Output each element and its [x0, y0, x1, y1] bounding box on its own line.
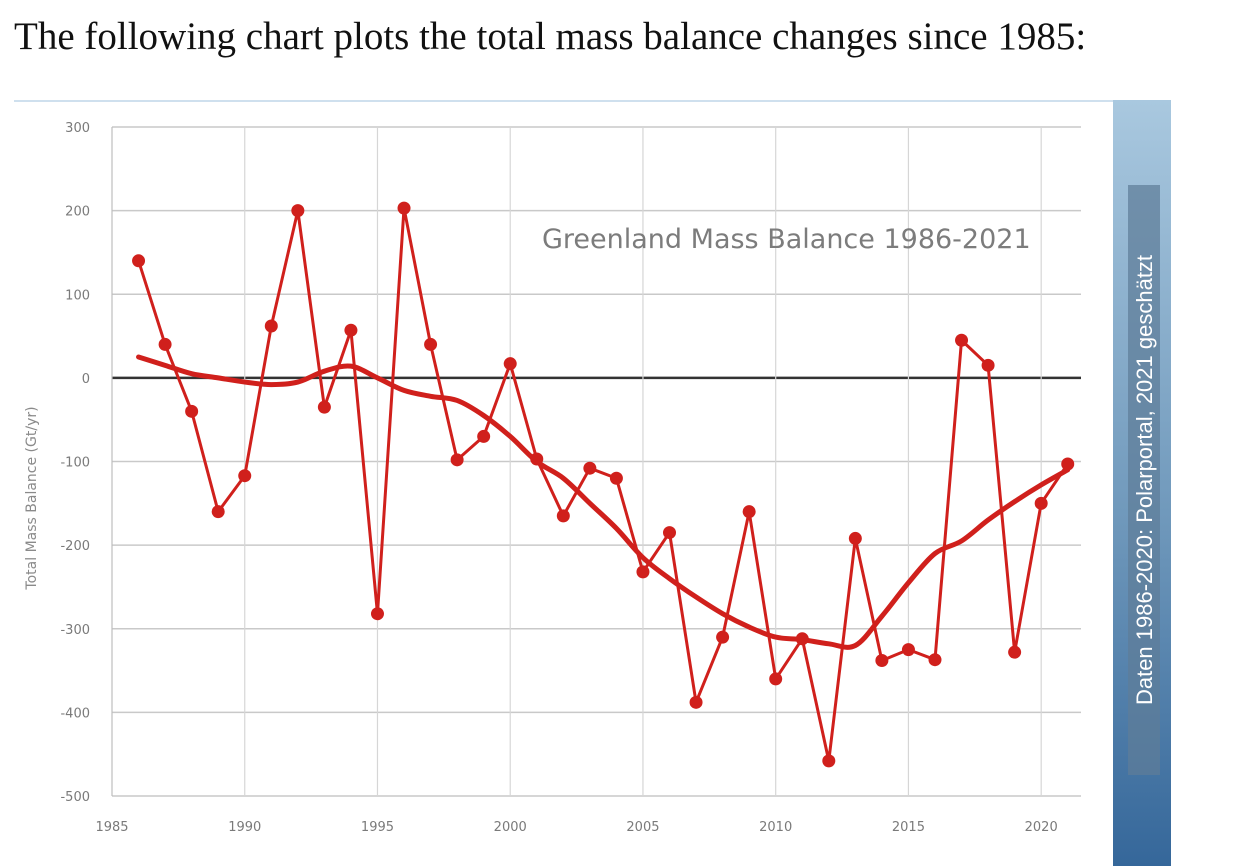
y-axis-label: Total Mass Balance (Gt/yr)	[24, 406, 40, 590]
data-point	[477, 429, 491, 443]
data-point	[450, 453, 464, 467]
axis-layer: 300 200 100 0 -100 -200 -300 -400 -500 1985 1990 19…	[60, 121, 1057, 835]
source-note: Daten 1986-2020: Polarportal, 2021 gesch…	[1132, 255, 1157, 705]
data-point	[901, 643, 915, 657]
y-tick-label: -100	[60, 456, 90, 471]
y-tick-label: -400	[60, 706, 90, 721]
data-point	[424, 337, 438, 351]
data-point	[530, 452, 544, 466]
data-point	[370, 607, 384, 621]
x-tick-label: 2015	[892, 820, 925, 835]
y-tick-label: 300	[65, 121, 90, 136]
data-point	[317, 400, 331, 414]
x-tick-label: 2000	[494, 820, 527, 835]
y-tick-label: 200	[65, 205, 90, 220]
y-tick-label: -500	[60, 790, 90, 805]
y-tick-label: -300	[60, 623, 90, 638]
data-point	[795, 632, 809, 646]
data-point	[981, 358, 995, 372]
chart-background	[14, 100, 1114, 866]
data-point	[928, 653, 942, 667]
chart-svg: 300 200 100 0 -100 -200 -300 -400 -500 1985 1990 19…	[14, 100, 1171, 866]
data-point	[1034, 496, 1048, 510]
data-point	[636, 565, 650, 579]
data-point	[556, 509, 570, 523]
chart-figure: 300 200 100 0 -100 -200 -300 -400 -500 1985 1990 19…	[14, 100, 1171, 866]
y-tick-label: 100	[65, 288, 90, 303]
data-point	[583, 461, 597, 475]
data-point	[609, 471, 623, 485]
data-point	[503, 357, 517, 371]
y-tick-label: -200	[60, 539, 90, 554]
data-point	[955, 333, 969, 347]
data-point	[132, 254, 146, 268]
side-panel-label-backdrop	[1128, 185, 1160, 775]
series-layer	[132, 201, 1075, 768]
x-tick-label: 1990	[228, 820, 261, 835]
data-point	[716, 630, 730, 644]
data-point	[397, 201, 411, 215]
data-point	[1061, 457, 1075, 471]
x-tick-label: 2010	[759, 820, 792, 835]
grid-layer	[112, 126, 1081, 797]
chart-title: Greenland Mass Balance 1986-2021	[542, 224, 1031, 255]
data-point	[689, 695, 703, 709]
data-point	[742, 505, 756, 519]
y-tick-label: 0	[82, 372, 90, 387]
data-point	[291, 204, 305, 218]
x-tick-label: 2020	[1025, 820, 1058, 835]
x-tick-label: 2005	[626, 820, 659, 835]
data-point	[875, 654, 889, 668]
data-point	[264, 319, 278, 333]
data-point	[238, 469, 252, 483]
data-point	[822, 754, 836, 768]
page-heading: The following chart plots the total mass…	[14, 15, 1087, 58]
data-point	[211, 505, 225, 519]
x-tick-label: 1985	[95, 820, 128, 835]
data-point	[185, 404, 199, 418]
data-point	[663, 526, 677, 540]
data-point	[158, 337, 172, 351]
data-point	[1008, 645, 1022, 659]
data-point	[344, 323, 358, 337]
data-point	[769, 672, 783, 686]
data-point	[848, 531, 862, 545]
x-tick-label: 1995	[361, 820, 394, 835]
trend-line	[136, 354, 1071, 650]
